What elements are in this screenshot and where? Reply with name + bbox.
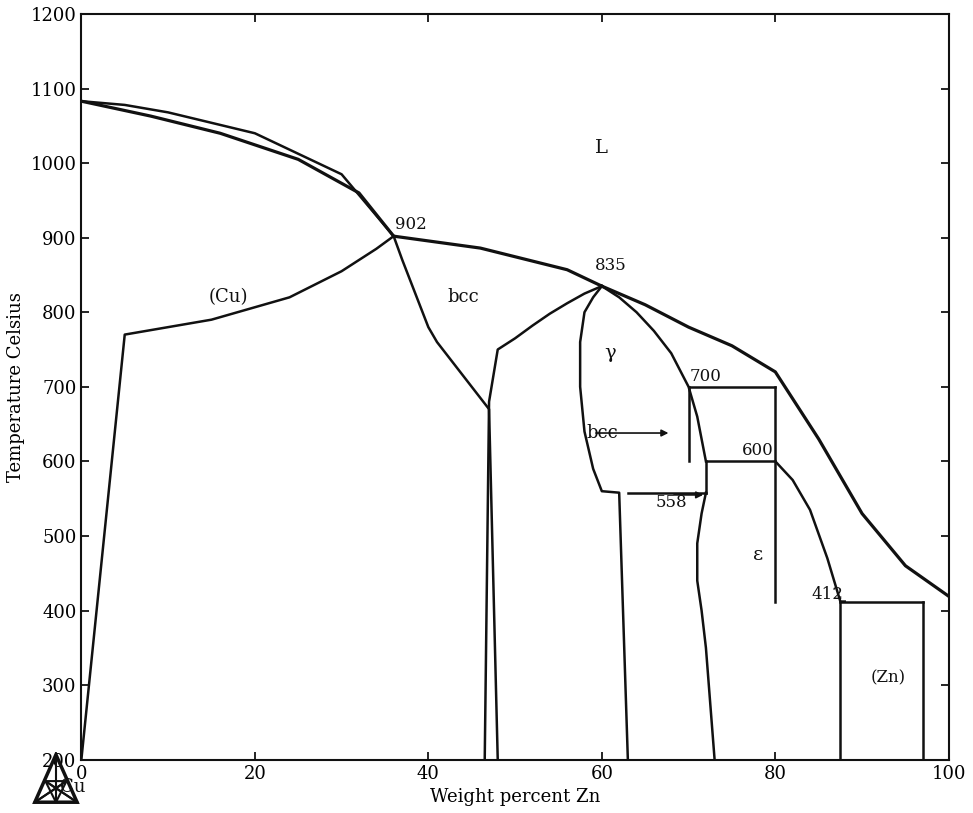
Text: L: L bbox=[595, 139, 608, 157]
Text: 835: 835 bbox=[595, 258, 627, 275]
Text: γ: γ bbox=[604, 344, 616, 363]
X-axis label: Weight percent Zn: Weight percent Zn bbox=[430, 788, 600, 806]
Text: ε: ε bbox=[753, 546, 763, 563]
Text: bcc: bcc bbox=[448, 289, 479, 307]
Text: Cu: Cu bbox=[60, 778, 86, 796]
Text: 700: 700 bbox=[690, 367, 722, 385]
Text: 902: 902 bbox=[395, 215, 427, 233]
Text: (Zn): (Zn) bbox=[871, 669, 906, 686]
Text: 600: 600 bbox=[742, 442, 774, 459]
Text: bcc: bcc bbox=[586, 424, 618, 442]
Y-axis label: Temperature Celsius: Temperature Celsius bbox=[7, 292, 25, 482]
Text: 412: 412 bbox=[811, 585, 844, 602]
Text: (Cu): (Cu) bbox=[209, 289, 248, 307]
Text: 558: 558 bbox=[656, 493, 687, 511]
